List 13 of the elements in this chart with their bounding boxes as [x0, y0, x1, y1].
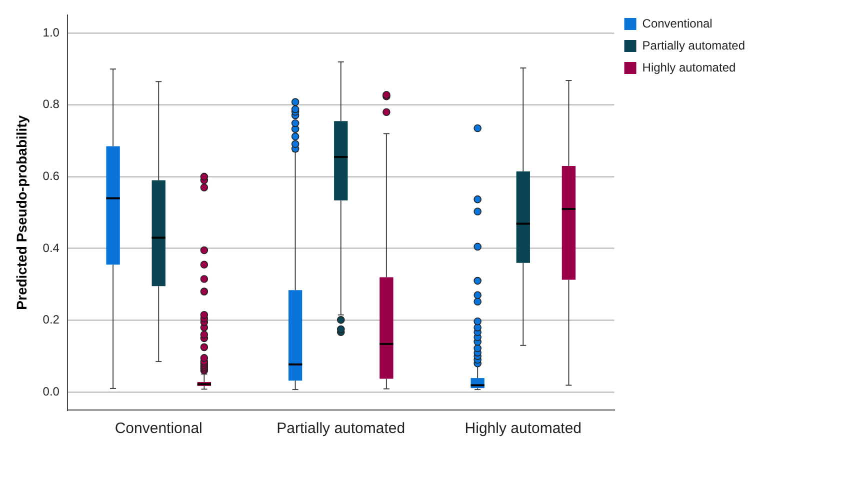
legend-label: Conventional [642, 16, 712, 30]
x-tick-label: Partially automated [276, 420, 406, 438]
x-tick-label: Highly automated [464, 420, 582, 438]
y-tick-label: 0.0 [42, 384, 60, 398]
x-tick-label: Conventional [114, 420, 202, 438]
legend-label: Partially automated [642, 38, 746, 52]
y-tick-label: 1.0 [42, 25, 60, 40]
legend-label: Highly automated [642, 60, 736, 74]
y-axis-title: Predicted Pseudo-probability [13, 115, 30, 310]
y-tick-label: 0.6 [42, 169, 60, 184]
y-tick-label: 0.2 [42, 312, 60, 327]
y-tick-label: 0.4 [42, 240, 60, 255]
y-tick-label: 0.8 [42, 97, 60, 112]
